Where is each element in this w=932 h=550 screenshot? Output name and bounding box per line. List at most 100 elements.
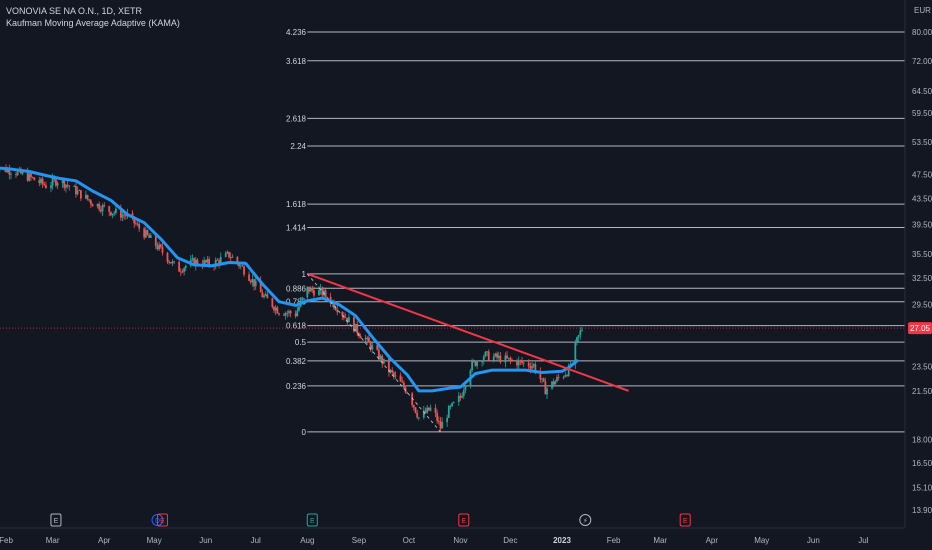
event-markers[interactable]: E D E E E ⚡ E <box>50 513 691 527</box>
candle-body <box>334 308 337 310</box>
candle-body <box>517 360 520 366</box>
fibonacci-retracement[interactable]: 4.236 3.618 2.618 2.24 1.618 1.414 1 0.886 0.786… <box>286 28 905 437</box>
candle-body <box>381 355 384 364</box>
candle-body <box>243 266 245 275</box>
candle-body <box>544 381 547 395</box>
candle <box>554 379 557 385</box>
earnings-marker[interactable]: E <box>156 513 168 527</box>
candle-body <box>114 208 117 213</box>
candle-body <box>462 390 465 396</box>
fib-level-label: 2.618 <box>286 114 307 123</box>
candle-body <box>76 190 79 195</box>
candle-body <box>516 360 518 366</box>
candle <box>181 269 184 274</box>
fib-level-label: 0.886 <box>286 284 307 293</box>
last-price-badge[interactable] <box>908 322 932 335</box>
price-axis[interactable]: EUR 80.00 72.00 64.50 59.50 53.50 47.50 43.50 39… <box>904 0 932 528</box>
candle <box>284 311 287 320</box>
candle-body <box>296 310 299 317</box>
candle-body <box>399 375 402 382</box>
candle <box>88 198 91 203</box>
candle <box>434 404 437 418</box>
indicator-title[interactable]: Kaufman Moving Average Adaptive (KAMA) <box>6 18 180 28</box>
time-tick-label: Feb <box>607 536 621 545</box>
candle-body <box>439 421 442 429</box>
candle-body <box>138 223 141 229</box>
candle <box>562 375 565 380</box>
candle-body <box>146 230 149 235</box>
earnings-marker[interactable]: E <box>458 513 470 527</box>
split-marker[interactable]: ⚡ <box>579 514 592 526</box>
candle-body <box>446 417 449 423</box>
time-axis[interactable]: Feb Mar Apr May Jun Jul Aug Sep Oct Nov Dec 2023 Feb… <box>0 527 905 545</box>
candle <box>539 367 542 383</box>
symbol-title[interactable]: VONOVIA SE NA O.N., 1D, XETR <box>6 6 143 16</box>
candle <box>73 184 76 187</box>
candle <box>321 286 324 298</box>
price-tick-label: 39.50 <box>912 221 932 230</box>
candle-body <box>193 258 196 266</box>
candle <box>552 378 555 388</box>
candle-body <box>476 361 479 366</box>
candle <box>366 336 369 344</box>
earnings-marker[interactable]: E <box>679 513 691 527</box>
time-tick-label: Sep <box>352 536 367 545</box>
candle-body <box>344 317 347 319</box>
candle <box>446 414 449 427</box>
trendline[interactable] <box>0 272 905 433</box>
fib-diagonal-dashed[interactable] <box>306 273 441 433</box>
candle-body <box>359 336 362 339</box>
candle-body <box>412 405 415 408</box>
candle <box>286 310 289 318</box>
candle <box>80 190 82 202</box>
candle <box>369 340 372 352</box>
candle <box>158 241 161 252</box>
candle-body <box>579 330 582 336</box>
candle-body <box>236 256 239 264</box>
earnings-marker[interactable]: E <box>50 513 62 527</box>
candle <box>189 255 192 268</box>
time-tick-label: Aug <box>300 536 314 545</box>
time-tick-label: Nov <box>453 536 467 545</box>
candle-body <box>231 256 234 258</box>
candle <box>406 391 409 395</box>
candle <box>249 279 252 285</box>
candle-body <box>226 251 229 254</box>
candle <box>532 363 535 369</box>
candle-body <box>214 259 217 267</box>
candle-body <box>15 174 17 176</box>
candle <box>544 377 547 395</box>
candle <box>348 313 350 323</box>
candle <box>41 176 44 189</box>
candle <box>8 164 11 180</box>
earnings-marker[interactable]: E <box>306 513 318 527</box>
candle <box>517 356 520 370</box>
candle-body <box>123 214 126 216</box>
candle <box>184 264 187 272</box>
candle <box>371 342 374 354</box>
candle-body <box>387 358 390 372</box>
candle-body <box>288 311 290 313</box>
time-tick-label: Dec <box>503 536 517 545</box>
candle-body <box>56 183 59 186</box>
candle-body <box>343 315 345 318</box>
candle <box>546 387 548 399</box>
candle-body <box>369 342 372 350</box>
candle <box>108 205 111 217</box>
candle <box>10 172 12 180</box>
descending-trendline[interactable] <box>306 272 629 392</box>
candle-body <box>159 244 162 247</box>
candle-body <box>31 177 34 178</box>
candle <box>521 356 523 366</box>
candle <box>504 352 507 368</box>
candle-body <box>85 194 87 199</box>
candle <box>506 350 508 360</box>
candle <box>114 206 117 215</box>
candle-body <box>451 402 454 406</box>
candle-body <box>566 375 568 377</box>
candle <box>263 293 265 299</box>
candle-body <box>379 355 382 360</box>
earnings-glyph: E <box>683 518 688 525</box>
candle-body <box>136 223 139 225</box>
